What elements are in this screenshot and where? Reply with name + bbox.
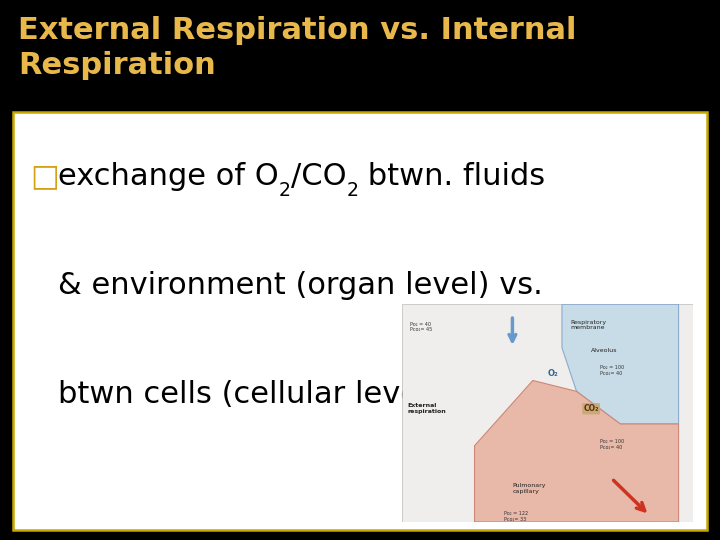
Text: Po₂ = 100
Pco₂= 40: Po₂ = 100 Pco₂= 40 <box>600 365 624 376</box>
Text: Po₂ = 100
Pco₂= 40: Po₂ = 100 Pco₂= 40 <box>600 439 624 450</box>
Text: External
respiration: External respiration <box>408 403 446 414</box>
Text: /CO: /CO <box>291 162 346 191</box>
Text: 2: 2 <box>346 181 359 200</box>
Text: □: □ <box>30 162 59 191</box>
Polygon shape <box>562 304 678 424</box>
FancyBboxPatch shape <box>402 304 693 522</box>
Text: btwn. fluids: btwn. fluids <box>359 162 546 191</box>
Text: Po₂ = 40
Pco₂= 45: Po₂ = 40 Pco₂= 45 <box>410 322 433 333</box>
FancyBboxPatch shape <box>13 112 707 530</box>
Text: (a): (a) <box>541 533 553 540</box>
Text: CO₂: CO₂ <box>583 404 599 413</box>
Text: Pulmonary
capillary: Pulmonary capillary <box>513 483 546 494</box>
Text: Respiratory
membrane: Respiratory membrane <box>571 320 607 330</box>
Polygon shape <box>474 381 678 522</box>
Text: Po₂ = 122
Pco₂= 33: Po₂ = 122 Pco₂= 33 <box>504 511 528 522</box>
Text: & environment (organ level) vs.: & environment (organ level) vs. <box>58 271 543 300</box>
Text: O₂: O₂ <box>548 369 559 379</box>
Text: 2: 2 <box>279 181 291 200</box>
Text: exchange of O: exchange of O <box>58 162 279 191</box>
Text: External Respiration vs. Internal
Respiration: External Respiration vs. Internal Respir… <box>18 16 577 79</box>
Text: Alveolus: Alveolus <box>591 348 618 353</box>
Text: btwn cells (cellular level): btwn cells (cellular level) <box>58 380 439 409</box>
